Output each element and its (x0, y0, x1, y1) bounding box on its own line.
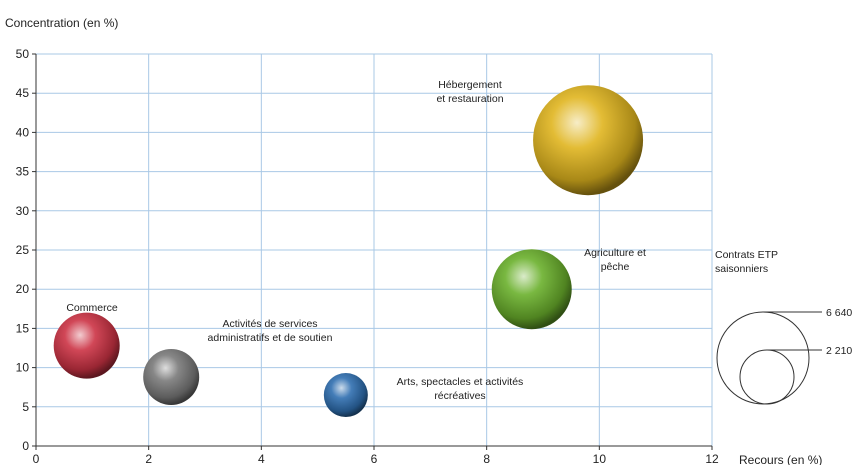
bubbles (53, 85, 644, 418)
y-tick-label: 0 (22, 439, 29, 453)
x-tick-label: 4 (258, 452, 265, 465)
x-tick-label: 12 (705, 452, 719, 465)
bubble-label: administratifs et de soutien (208, 332, 333, 344)
bubble-label: et restauration (436, 93, 503, 105)
x-axis-title: Recours (en %) (739, 453, 822, 465)
bubble-label: pêche (601, 261, 630, 273)
legend-value-small: 2 210 (826, 345, 852, 357)
legend-circle-small (739, 349, 795, 405)
x-tick-label: 2 (145, 452, 152, 465)
bubble-3 (323, 373, 368, 418)
y-tick-label: 30 (16, 204, 30, 218)
bubble-label: Agriculture et (584, 247, 646, 259)
legend-value-large: 6 640 (826, 307, 852, 319)
bubble-2 (143, 349, 200, 406)
bubble-label: récréatives (434, 390, 485, 402)
y-axis-title: Concentration (en %) (5, 16, 118, 30)
bubble-label: Activités de services (222, 318, 317, 330)
y-tick-label: 45 (16, 86, 30, 100)
y-tick-label: 50 (16, 47, 30, 61)
size-legend: Contrats ETP saisonniers 6 640 2 210 (715, 249, 852, 405)
axes: 0 5 10 15 20 25 30 35 40 45 50 0 2 4 6 8 10 12 Concentrati… (5, 16, 822, 465)
x-tick-label: 6 (371, 452, 378, 465)
x-tick-label: 8 (483, 452, 490, 465)
legend-title: saisonniers (715, 263, 768, 275)
y-tick-label: 25 (16, 243, 30, 257)
y-tick-label: 15 (16, 321, 30, 335)
x-tick-label: 10 (593, 452, 607, 465)
bubble-5 (533, 85, 644, 196)
y-tick-label: 10 (16, 361, 30, 375)
y-tick-label: 40 (16, 125, 30, 139)
bubble-label: Commerce (66, 302, 118, 314)
bubble-1 (53, 312, 120, 379)
legend-title: Contrats ETP (715, 249, 778, 261)
x-tick-label: 0 (33, 452, 40, 465)
legend-circle-large (716, 311, 810, 405)
annotations: Commerce Activités de services administrat… (66, 79, 646, 402)
bubble-4 (491, 249, 572, 330)
bubble-label: Arts, spectacles et activités (397, 376, 524, 388)
y-tick-label: 35 (16, 165, 30, 179)
y-tick-label: 5 (22, 400, 29, 414)
bubble-label: Hébergement (438, 79, 502, 91)
y-tick-label: 20 (16, 282, 30, 296)
